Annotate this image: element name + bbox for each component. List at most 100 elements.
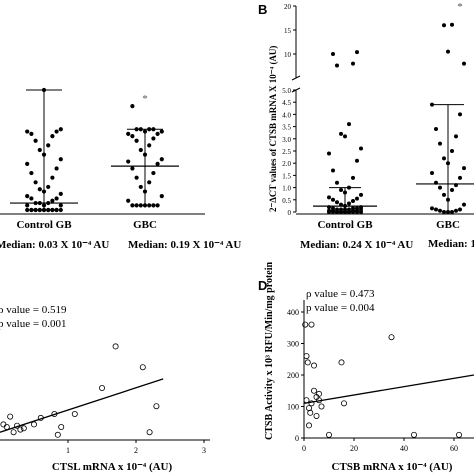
b-x-tick-label: Control GB: [317, 219, 373, 231]
a-data-point: [142, 129, 148, 134]
c-data-point: [17, 426, 24, 433]
d-data-point: [310, 387, 317, 394]
b-data-point: [327, 195, 331, 200]
panel-d-letter: D: [258, 278, 268, 293]
b-y-tick-label: 3.5: [282, 124, 291, 132]
b-data-point: [462, 166, 466, 171]
d-data-point: [308, 400, 315, 407]
d-data-point: [388, 334, 395, 341]
d-data-point: [302, 321, 309, 328]
b-data-point: [446, 49, 450, 54]
b-data-point: [442, 210, 446, 214]
c-data-point: [153, 403, 160, 410]
d-data-point: [315, 390, 322, 397]
b-data-point: [446, 197, 450, 202]
b-data-point: [343, 207, 347, 212]
a-data-point: [33, 207, 38, 213]
a-data-point: [54, 166, 59, 171]
a-data-point: [134, 175, 139, 180]
a-data-point: [41, 207, 47, 213]
a-data-point: [50, 134, 55, 139]
d-data-point: [340, 400, 347, 407]
a-data-point: [25, 194, 30, 199]
a-data-point: [37, 200, 42, 206]
a-data-point: [126, 131, 131, 136]
a-data-point: [41, 87, 47, 93]
stats-c-rho: ρ value = 0.519: [0, 304, 67, 316]
a-data-point: [54, 196, 59, 201]
a-data-point: [29, 131, 34, 136]
b-data-point: [442, 192, 446, 197]
b-y-tick-label: 1.5: [282, 172, 291, 180]
a-data-point: [155, 161, 160, 166]
a-data-point: [130, 166, 135, 171]
d-y-axis-label: CTSB Activity x 10³ RFU/Min/mg protein: [264, 261, 275, 440]
b-data-point: [454, 208, 458, 213]
d-data-point: [303, 353, 310, 360]
b-data-point: [434, 127, 438, 132]
c-data-point: [112, 343, 119, 350]
d-data-point: [410, 431, 417, 438]
a-data-point: [126, 159, 131, 164]
a-data-point: [50, 207, 55, 213]
a-data-point: [37, 187, 42, 192]
b-data-point: [458, 207, 462, 212]
b-data-point: [355, 50, 359, 55]
a-data-point: [25, 161, 30, 166]
a-data-point: [130, 104, 135, 109]
d-y-tick-label: 0: [295, 434, 299, 443]
b-data-point: [347, 122, 351, 127]
a-data-point: [41, 152, 47, 157]
b-data-point: [462, 61, 466, 66]
a-data-point: [142, 152, 148, 157]
a-data-point: [155, 203, 160, 208]
b-data-point: [434, 180, 438, 185]
d-x-tick-label: 20: [350, 444, 358, 453]
a-data-point: [147, 203, 152, 208]
a-data-point: [50, 198, 55, 203]
panel-b-letter: B: [258, 2, 268, 17]
a-data-point: [37, 207, 42, 213]
b-data-point: [442, 23, 446, 28]
b-data-point: [454, 183, 458, 188]
a-data-point: [29, 170, 34, 176]
a-data-point: [50, 175, 55, 180]
b-y-tick-label: 4.0: [282, 111, 291, 119]
c-data-point: [71, 410, 78, 417]
b-data-point: [462, 202, 466, 207]
b-data-point: [458, 112, 462, 117]
b-data-point: [331, 206, 335, 211]
b-data-point: [450, 188, 454, 193]
b-data-point: [446, 161, 450, 166]
a-data-point: [126, 198, 131, 203]
a-data-point: [29, 196, 34, 201]
d-data-point: [338, 359, 345, 366]
b-data-point: [327, 208, 331, 213]
a-data-point: [155, 131, 160, 136]
a-data-point: [147, 180, 152, 185]
c-data-point: [0, 421, 7, 428]
b-data-point: [343, 134, 347, 139]
a-data-point: [41, 203, 47, 208]
d-y-tick-label: 300: [287, 340, 299, 349]
b-y-tick-label: 10: [284, 51, 292, 59]
d-data-point: [318, 403, 325, 410]
b-data-point: [438, 141, 442, 146]
b-data-point: [442, 156, 446, 161]
b-x-tick-label: GBC: [436, 219, 460, 231]
b-data-point: [327, 151, 331, 156]
a-data-point: [25, 203, 30, 208]
b-data-point: [335, 200, 339, 205]
a-data-point: [151, 170, 156, 176]
c-x-tick-label: 3: [202, 446, 206, 455]
b-y-tick-label: 3.0: [282, 136, 291, 144]
b-data-point: [339, 202, 343, 207]
median-control-gb-a: Median: 0.03 X 10⁻⁴ AU: [0, 239, 110, 251]
c-x-axis-label: CTSL mRNA x 10⁻⁴ (AU): [52, 461, 173, 473]
b-data-point: [450, 22, 454, 27]
d-data-point: [308, 321, 315, 328]
d-data-point: [313, 412, 320, 419]
a-data-point: [138, 127, 143, 132]
a-data-point: [134, 127, 139, 132]
a-data-point: [151, 203, 156, 208]
